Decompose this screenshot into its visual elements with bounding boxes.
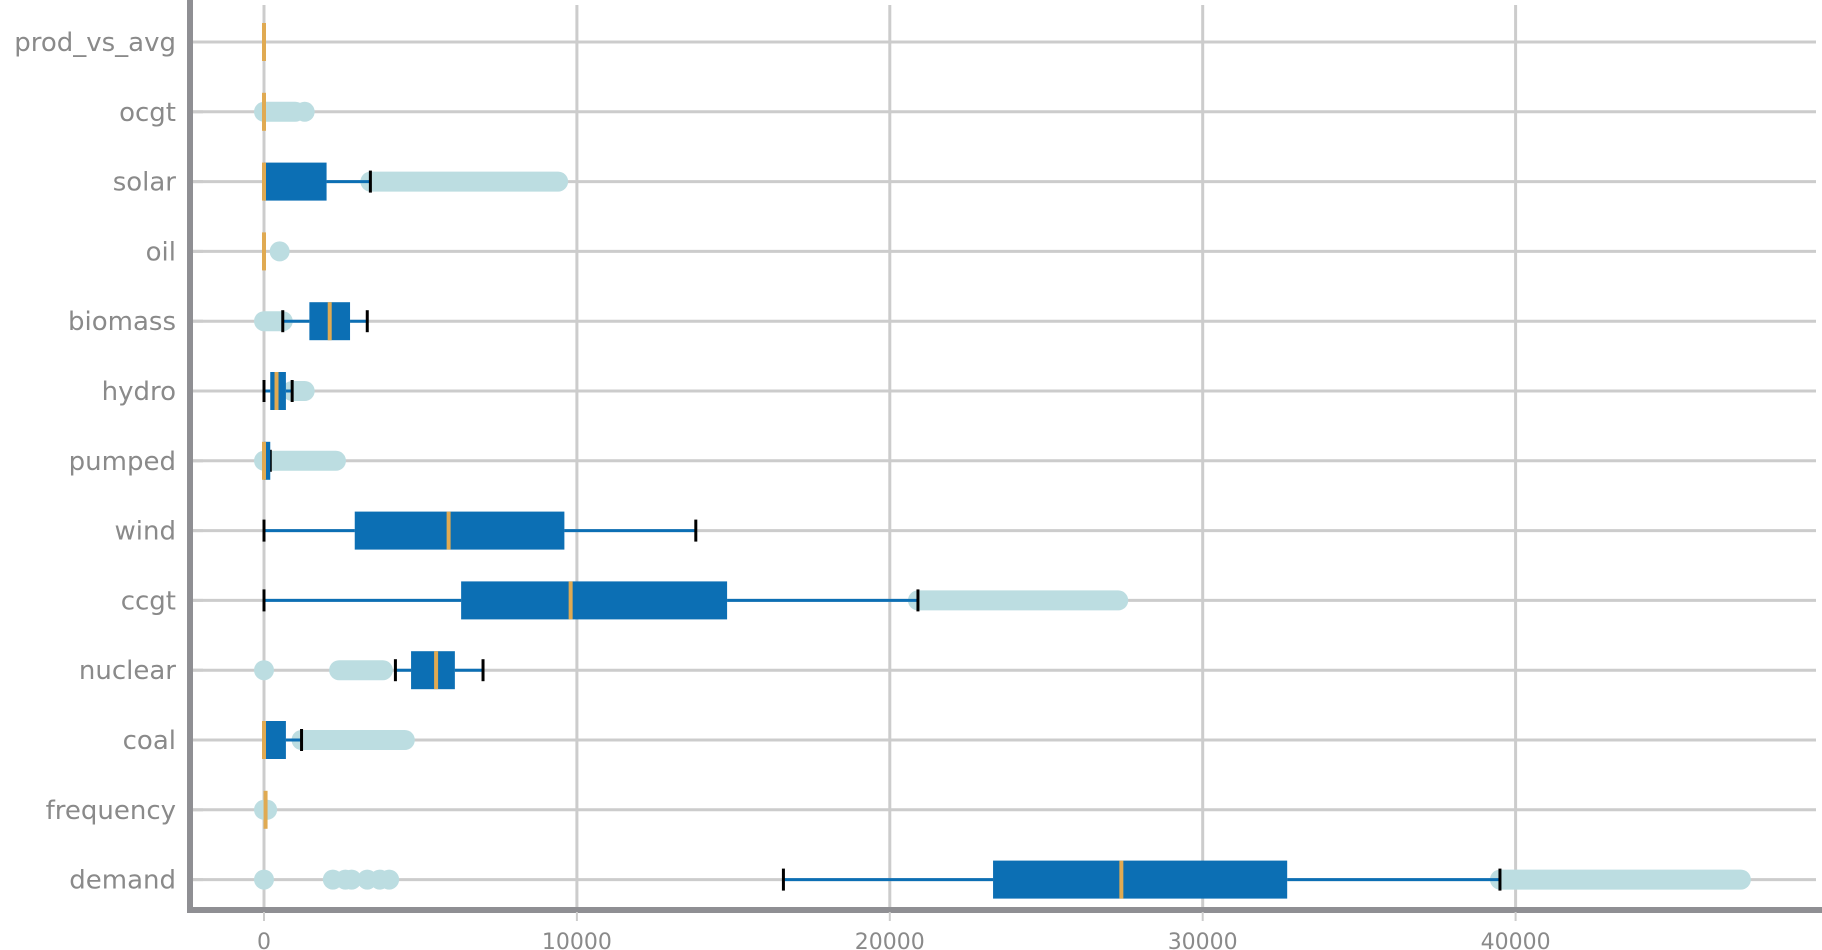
boxes bbox=[262, 23, 1288, 899]
y-tick-label: solar bbox=[113, 168, 177, 198]
y-tick-label: biomass bbox=[68, 307, 176, 337]
iqr-box bbox=[264, 441, 271, 480]
iqr-box bbox=[461, 581, 728, 620]
grid-lines bbox=[193, 5, 1816, 907]
iqr-box bbox=[264, 162, 327, 201]
outlier-point bbox=[269, 241, 290, 262]
tick-labels: 0 10000 20000 30000 40000 demand frequency coal… bbox=[14, 28, 1550, 950]
y-tick-label: oil bbox=[146, 237, 176, 267]
y-tick-label: ocgt bbox=[119, 98, 176, 128]
y-tick-label: pumped bbox=[69, 447, 176, 477]
outliers bbox=[254, 101, 1751, 890]
y-tick-label: wind bbox=[115, 517, 176, 547]
x-tick-label: 40000 bbox=[1481, 930, 1551, 950]
y-tick-label: frequency bbox=[46, 796, 176, 826]
outlier-point bbox=[254, 869, 274, 890]
y-tick-label: ccgt bbox=[121, 586, 176, 616]
iqr-box bbox=[264, 721, 286, 759]
x-tick-label: 10000 bbox=[542, 930, 612, 950]
iqr-box bbox=[354, 511, 565, 550]
y-tick-label: prod_vs_avg bbox=[14, 28, 176, 58]
x-tick-label: 30000 bbox=[1168, 930, 1238, 950]
outlier-point bbox=[294, 101, 315, 122]
y-tick-label: demand bbox=[69, 866, 176, 896]
y-tick-label: hydro bbox=[102, 377, 176, 407]
x-tick-label: 0 bbox=[257, 930, 271, 950]
outlier-point bbox=[254, 660, 274, 681]
x-tick-label: 20000 bbox=[855, 930, 925, 950]
outlier-point bbox=[341, 869, 362, 890]
iqr-box bbox=[411, 651, 455, 690]
axes bbox=[187, 0, 1822, 913]
outlier-point bbox=[379, 869, 400, 890]
y-tick-label: coal bbox=[123, 726, 176, 756]
iqr-box bbox=[993, 860, 1288, 899]
y-tick-label: nuclear bbox=[79, 656, 176, 686]
